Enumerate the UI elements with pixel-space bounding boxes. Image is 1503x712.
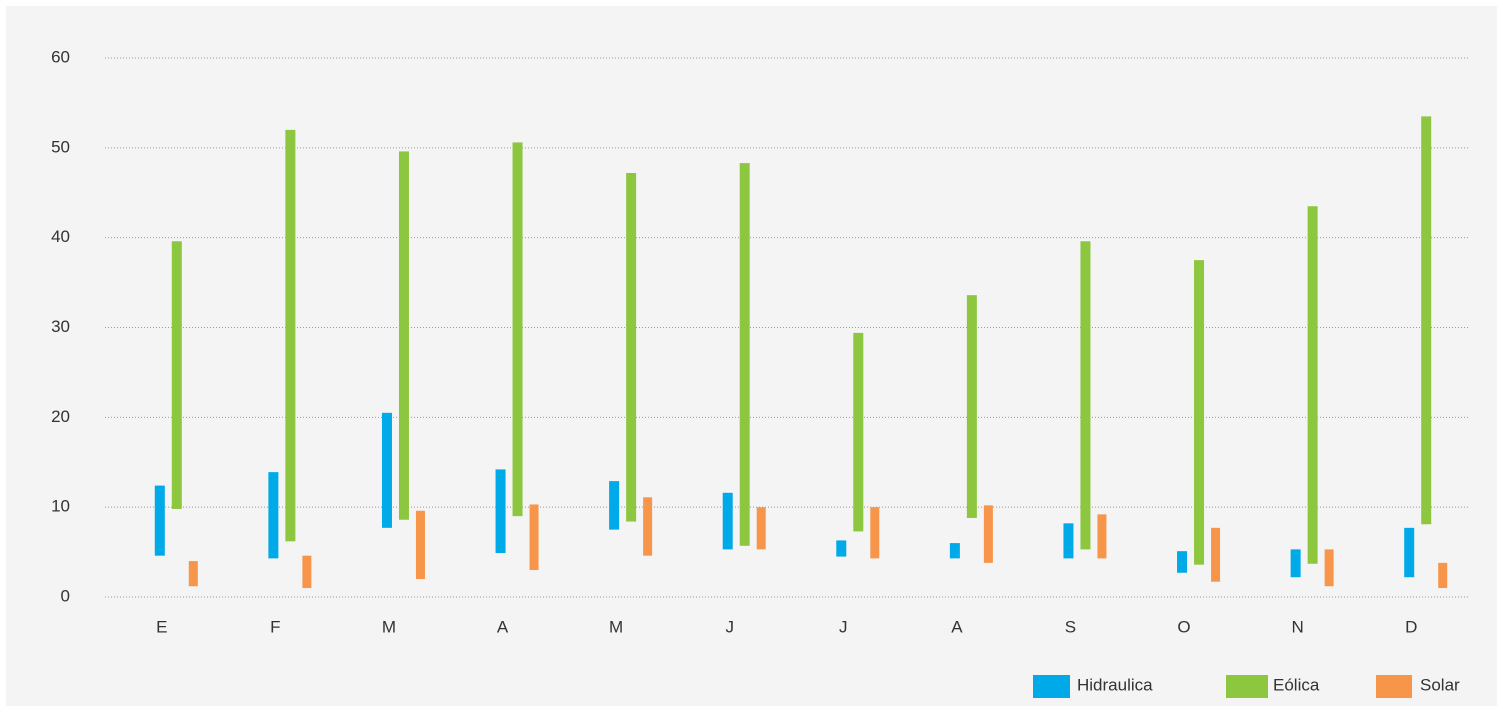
- bar: [1194, 260, 1205, 565]
- bar: [643, 497, 653, 556]
- bar: [188, 561, 198, 587]
- bar: [1307, 206, 1318, 564]
- bar: [1438, 562, 1448, 589]
- bar: [1080, 241, 1091, 550]
- bar: [756, 507, 766, 550]
- bar: [949, 543, 960, 559]
- y-tick-label: 50: [51, 137, 70, 156]
- bar: [398, 151, 409, 520]
- bar: [1324, 549, 1334, 587]
- y-tick-label: 40: [51, 227, 70, 246]
- bar: [1063, 523, 1074, 559]
- y-tick-label: 30: [51, 317, 70, 336]
- bar: [495, 469, 506, 553]
- y-tick-label: 0: [61, 586, 70, 605]
- x-tick-label: J: [725, 617, 734, 636]
- bar: [966, 295, 977, 518]
- bar: [722, 492, 733, 550]
- bar: [302, 555, 312, 589]
- bar: [529, 504, 539, 571]
- x-tick-label: M: [609, 617, 623, 636]
- x-tick-label: D: [1405, 617, 1417, 636]
- bar: [171, 241, 182, 509]
- x-tick-label: N: [1291, 617, 1303, 636]
- bar: [285, 129, 296, 542]
- x-tick-label: J: [839, 617, 848, 636]
- bar: [870, 507, 880, 559]
- legend-label: Solar: [1420, 675, 1460, 694]
- legend-swatch: [1226, 675, 1268, 698]
- bar: [154, 485, 165, 556]
- y-tick-label: 60: [51, 47, 70, 66]
- x-tick-label: S: [1065, 617, 1076, 636]
- y-tick-label: 10: [51, 497, 70, 516]
- legend-swatch: [1033, 675, 1070, 698]
- bar: [1177, 551, 1188, 573]
- x-tick-label: E: [156, 617, 167, 636]
- chart-background: [6, 6, 1497, 706]
- legend-label: Hidraulica: [1077, 675, 1153, 694]
- x-tick-label: O: [1177, 617, 1190, 636]
- bar: [1211, 527, 1221, 582]
- bar: [626, 172, 637, 522]
- bar: [268, 472, 279, 559]
- x-tick-label: M: [382, 617, 396, 636]
- bar: [739, 163, 750, 546]
- bar: [1421, 116, 1432, 525]
- bar: [836, 540, 847, 557]
- x-tick-label: A: [497, 617, 509, 636]
- legend-swatch: [1376, 675, 1412, 698]
- bar: [415, 510, 425, 580]
- bar: [512, 142, 523, 517]
- legend-label: Eólica: [1273, 675, 1320, 694]
- bar: [381, 412, 392, 528]
- x-tick-label: A: [951, 617, 963, 636]
- x-tick-label: F: [270, 617, 280, 636]
- bar: [983, 505, 993, 563]
- bar: [1290, 549, 1301, 578]
- bar: [1404, 527, 1415, 578]
- y-tick-label: 20: [51, 407, 70, 426]
- bar: [1097, 514, 1107, 559]
- bar: [853, 332, 864, 532]
- bar: [609, 481, 620, 530]
